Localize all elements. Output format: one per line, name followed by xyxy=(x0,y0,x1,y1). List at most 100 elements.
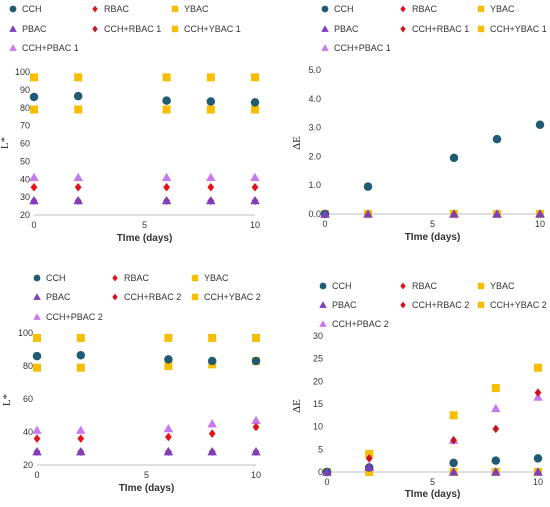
legend-label-1: CCH xyxy=(332,281,352,291)
legend-marker-2 xyxy=(112,274,118,282)
data-point xyxy=(449,209,459,218)
y-tick-label: 20 xyxy=(23,460,33,470)
legend-label-3: YBAC xyxy=(490,4,515,14)
legend-label-6: CCH+YBAC 1 xyxy=(490,24,547,34)
data-point xyxy=(535,209,545,218)
data-point xyxy=(251,356,261,366)
legend-marker-6 xyxy=(191,293,199,301)
data-point xyxy=(206,97,216,106)
data-point xyxy=(491,384,500,393)
data-point xyxy=(74,105,83,114)
data-point xyxy=(207,183,215,192)
data-point xyxy=(206,172,216,182)
data-point xyxy=(161,172,172,182)
legend-label-6: CCH+YBAC 1 xyxy=(184,24,241,34)
legend-marker-7 xyxy=(319,320,327,327)
data-point xyxy=(448,467,459,476)
legend-label-7: CCH+PBAC 1 xyxy=(22,43,79,53)
data-point xyxy=(492,209,502,218)
data-point xyxy=(163,423,174,433)
legend-label-1: CCH xyxy=(46,273,66,283)
legend-marker-3 xyxy=(477,5,485,13)
data-point xyxy=(252,422,260,432)
y-tick-label: 20 xyxy=(313,376,323,386)
data-point xyxy=(74,183,82,192)
legend-marker-3 xyxy=(477,282,485,290)
y-tick-label: 100 xyxy=(18,328,33,338)
data-point xyxy=(165,432,172,442)
y-axis-label: L* xyxy=(1,394,13,406)
data-point xyxy=(363,209,373,218)
legend-label-5: CCH+RBAC 1 xyxy=(412,24,469,34)
legend-label-3: YBAC xyxy=(204,273,229,283)
data-point xyxy=(74,73,83,82)
legend-marker-7 xyxy=(321,44,329,51)
y-axis-label: L* xyxy=(0,137,11,149)
data-point xyxy=(450,436,457,445)
y-tick-label: 2.0 xyxy=(308,151,321,161)
data-point xyxy=(76,333,85,342)
data-point xyxy=(533,467,543,476)
legend-label-2: RBAC xyxy=(412,281,438,291)
legend-label-5: CCH+RBAC 1 xyxy=(104,24,161,34)
data-point xyxy=(491,403,501,413)
y-tick-label: 5 xyxy=(318,444,323,454)
legend-marker-3 xyxy=(191,274,199,282)
data-point xyxy=(252,333,260,342)
legend-marker-2 xyxy=(92,5,98,13)
data-point xyxy=(164,333,173,342)
x-tick-label: 0 xyxy=(34,470,39,480)
x-tick-label: 10 xyxy=(535,219,545,229)
y-tick-label: 50 xyxy=(20,156,30,166)
y-tick-label: 70 xyxy=(20,121,30,131)
legend-marker-6 xyxy=(171,25,179,33)
legend-label-1: CCH xyxy=(22,4,42,14)
legend-label-4: PBAC xyxy=(332,300,357,310)
data-point xyxy=(364,462,374,472)
legend-label-2: RBAC xyxy=(124,273,150,283)
y-axis-label: ΔE xyxy=(291,399,303,413)
data-point xyxy=(449,411,458,420)
data-point xyxy=(33,434,41,443)
data-point xyxy=(162,96,171,105)
data-point xyxy=(492,424,500,434)
x-tick-label: 0 xyxy=(324,477,329,487)
data-point xyxy=(320,209,330,218)
y-tick-label: 4.0 xyxy=(308,94,321,104)
data-point xyxy=(206,195,216,205)
legend-marker-3 xyxy=(171,5,179,13)
data-point xyxy=(77,434,85,443)
data-point xyxy=(33,333,41,342)
y-tick-label: 80 xyxy=(20,103,30,113)
data-point xyxy=(76,363,85,372)
y-tick-label: 15 xyxy=(313,399,323,409)
x-axis-label: TIme (days) xyxy=(117,233,173,244)
legend-label-6: CCH+YBAC 2 xyxy=(204,292,261,302)
legend-marker-5 xyxy=(92,25,98,33)
legend-marker-4 xyxy=(321,25,329,32)
data-point xyxy=(73,172,83,182)
legend-label-5: CCH+RBAC 2 xyxy=(124,292,181,302)
legend-label-7: CCH+PBAC 1 xyxy=(334,43,391,53)
data-point xyxy=(251,447,261,456)
data-point xyxy=(73,91,83,101)
legend-label-4: PBAC xyxy=(22,24,47,34)
legend-marker-5 xyxy=(400,301,406,309)
legend-marker-1 xyxy=(9,5,17,13)
x-tick-label: 10 xyxy=(251,470,261,480)
data-point xyxy=(365,468,374,476)
legend-label-4: PBAC xyxy=(334,24,359,34)
data-point xyxy=(29,92,39,102)
data-point xyxy=(30,105,38,114)
data-point xyxy=(208,429,216,438)
legend-marker-5 xyxy=(112,293,118,301)
legend-marker-7 xyxy=(33,313,41,320)
legend-marker-7 xyxy=(9,44,17,51)
legend-marker-2 xyxy=(400,5,406,13)
legend-marker-1 xyxy=(33,274,41,282)
data-point xyxy=(491,456,501,465)
y-tick-label: 60 xyxy=(23,394,33,404)
y-tick-label: 25 xyxy=(313,354,323,364)
data-point xyxy=(208,333,217,342)
data-point xyxy=(76,425,86,434)
